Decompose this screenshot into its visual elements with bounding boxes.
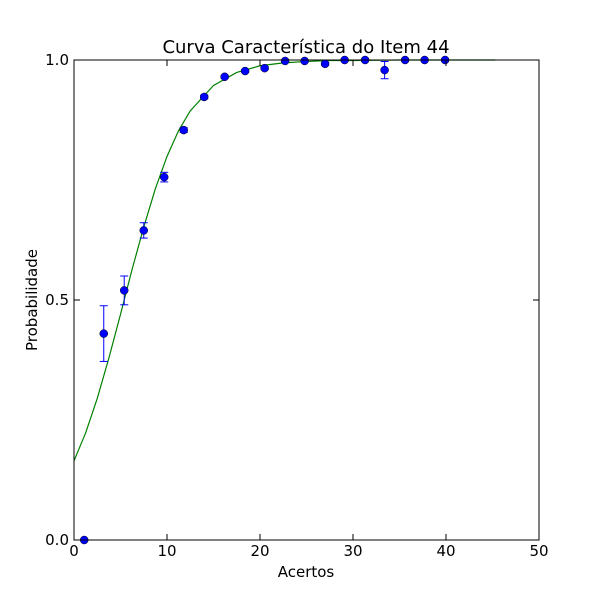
data-point	[99, 329, 109, 338]
y-tick-label: 0.5	[45, 291, 69, 309]
x-axis-label: Acertos	[278, 563, 335, 581]
data-point	[119, 286, 129, 295]
x-tick-label: 50	[529, 542, 548, 560]
data-point	[159, 172, 169, 182]
chart-title: Curva Característica do Item 44	[162, 37, 449, 58]
y-tick-label: 0.0	[45, 531, 69, 549]
data-point	[380, 65, 389, 75]
x-tick-label: 20	[250, 542, 269, 560]
y-axis-label: Probabilidade	[23, 249, 41, 351]
data-point	[240, 66, 250, 76]
data-point	[280, 56, 290, 66]
data-point	[320, 59, 330, 69]
data-point	[220, 72, 229, 82]
data-point	[139, 226, 148, 235]
data-point	[199, 92, 209, 102]
data-point	[300, 56, 309, 66]
x-tick-label: 10	[157, 542, 176, 560]
x-tick-label: 0	[69, 542, 79, 560]
data-point	[260, 63, 269, 73]
data-point	[179, 125, 188, 135]
x-tick-label: 30	[343, 542, 362, 560]
x-tick-label: 40	[436, 542, 455, 560]
y-tick-label: 1.0	[45, 51, 69, 69]
